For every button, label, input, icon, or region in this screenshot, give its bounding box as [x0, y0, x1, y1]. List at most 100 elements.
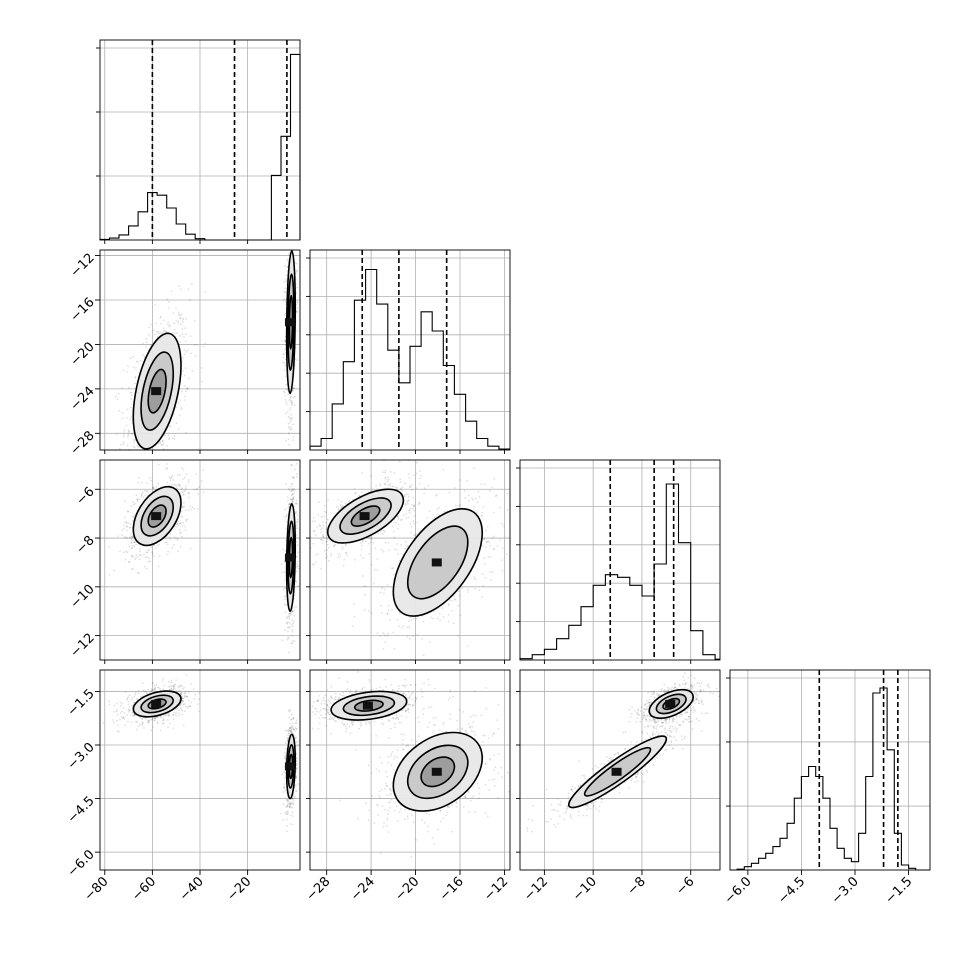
scatter-point — [187, 481, 190, 483]
scatter-point — [175, 406, 178, 409]
scatter-point — [163, 329, 166, 332]
scatter-point — [295, 144, 297, 146]
scatter-point — [200, 480, 203, 482]
scatter-point — [153, 687, 156, 690]
scatter-point — [147, 721, 150, 724]
scatter-point — [171, 483, 173, 486]
scatter-point — [287, 636, 289, 639]
scatter-point — [296, 762, 298, 765]
scatter-point — [144, 494, 147, 496]
scatter-point — [191, 369, 194, 372]
scatter-point — [285, 527, 287, 530]
scatter-point — [178, 285, 181, 287]
scatter-point — [152, 486, 155, 489]
scatter-point — [415, 532, 418, 535]
scatter-point — [288, 617, 291, 620]
scatter-point — [113, 569, 115, 572]
scatter-point — [308, 559, 310, 561]
scatter-point — [177, 522, 179, 525]
scatter-point — [283, 515, 286, 518]
scatter-point — [283, 786, 286, 789]
scatter-point — [113, 721, 115, 724]
scatter-point — [126, 436, 129, 439]
scatter-point — [290, 718, 292, 721]
scatter-point — [139, 470, 141, 472]
scatter-point — [189, 299, 191, 302]
scatter-point — [146, 556, 149, 559]
scatter-point — [370, 538, 373, 541]
scatter-point — [290, 400, 293, 403]
scatter-point — [289, 429, 292, 431]
scatter-point — [285, 280, 288, 283]
scatter-point — [325, 528, 327, 531]
scatter-point — [325, 521, 328, 524]
scatter-point — [121, 529, 123, 531]
scatter-point — [126, 698, 128, 701]
scatter-point — [389, 484, 391, 487]
scatter-point — [188, 496, 190, 499]
scatter-point — [188, 479, 191, 481]
scatter-point — [295, 741, 298, 743]
scatter-point — [161, 719, 164, 722]
scatter-point — [127, 510, 129, 513]
scatter-point — [294, 722, 297, 725]
scatter-point — [113, 704, 116, 707]
scatter-point — [325, 536, 328, 539]
scatter-point — [127, 429, 130, 432]
scatter-point — [290, 464, 293, 467]
scatter-point — [146, 482, 148, 485]
scatter-point — [118, 447, 121, 450]
scatter-point — [144, 690, 147, 693]
scatter-point — [341, 548, 344, 550]
scatter-point — [338, 553, 340, 555]
scatter-point — [123, 718, 126, 720]
scatter-point — [320, 539, 323, 541]
scatter-point — [367, 542, 370, 545]
scatter-point — [182, 697, 185, 700]
scatter-point — [168, 714, 171, 717]
scatter-point — [179, 317, 182, 320]
scatter-point — [156, 721, 159, 724]
scatter-point — [279, 812, 282, 815]
scatter-point — [296, 555, 298, 558]
scatter-point — [286, 638, 289, 641]
panel-2d-0-1 — [99, 144, 301, 472]
scatter-point — [397, 518, 400, 520]
scatter-point — [137, 689, 140, 692]
scatter-point — [130, 391, 133, 394]
scatter-point — [179, 704, 182, 707]
scatter-point — [157, 463, 160, 466]
scatter-point — [184, 509, 187, 512]
scatter-point — [292, 489, 294, 492]
scatter-point — [187, 377, 190, 380]
scatter-point — [296, 307, 299, 309]
scatter-point — [180, 709, 183, 711]
scatter-point — [322, 524, 325, 526]
scatter-point — [141, 723, 144, 726]
scatter-point — [288, 626, 290, 629]
scatter-point — [295, 262, 298, 265]
scatter-point — [293, 614, 295, 617]
scatter-point — [166, 298, 168, 301]
scatter-point — [179, 693, 182, 695]
scatter-point — [157, 442, 160, 445]
scatter-point — [153, 544, 156, 547]
scatter-point — [297, 564, 299, 567]
scatter-point — [172, 714, 175, 716]
scatter-point — [321, 535, 324, 537]
scatter-point — [297, 567, 300, 570]
scatter-point — [291, 488, 294, 490]
scatter-point — [400, 487, 402, 490]
scatter-point — [296, 722, 298, 724]
scatter-point — [318, 524, 321, 526]
scatter-point — [290, 498, 293, 501]
scatter-point — [295, 521, 298, 524]
scatter-point — [293, 227, 295, 229]
scatter-point — [283, 281, 286, 283]
scatter-point — [166, 467, 169, 470]
scatter-point — [288, 621, 291, 624]
scatter-point — [175, 422, 178, 424]
scatter-point — [133, 714, 136, 717]
scatter-point — [129, 526, 132, 529]
scatter-point — [186, 387, 188, 390]
